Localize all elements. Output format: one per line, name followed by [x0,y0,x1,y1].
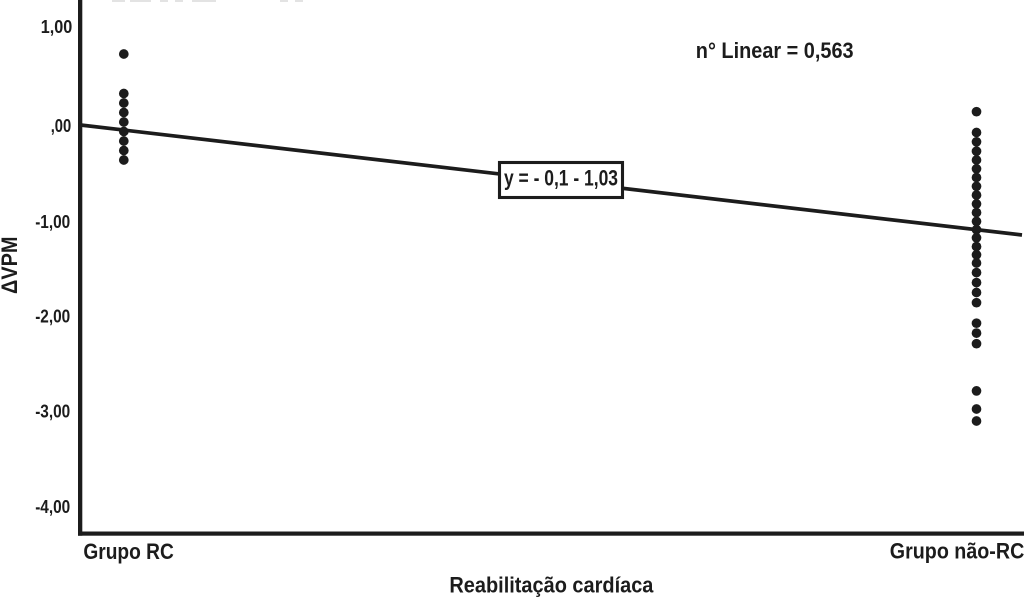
svg-text:-1,00: -1,00 [35,212,70,232]
svg-text:Reabilitação cardíaca: Reabilitação cardíaca [449,573,654,598]
svg-text:,00: ,00 [51,116,72,136]
svg-text:1,00: 1,00 [41,17,73,37]
svg-text:Grupo RC: Grupo RC [83,539,173,564]
svg-text:Grupo não-RC: Grupo não-RC [890,538,1024,563]
svg-text:n° Linear = 0,563: n° Linear = 0,563 [696,38,854,63]
svg-text:y = - 0,1 - 1,03: y = - 0,1 - 1,03 [504,166,618,191]
svg-text:ΔVPM: ΔVPM [0,237,22,295]
svg-text:-3,00: -3,00 [35,401,70,421]
svg-text:-4,00: -4,00 [35,497,70,517]
svg-text:-2,00: -2,00 [35,307,70,327]
